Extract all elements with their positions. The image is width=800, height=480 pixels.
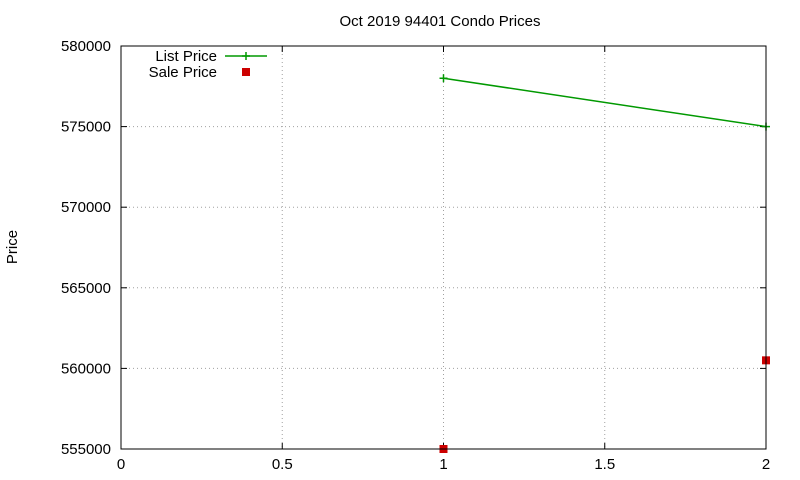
y-tick-label: 570000 [61,199,111,216]
x-tick-label: 1 [439,456,447,473]
legend-swatch-marker [242,52,250,60]
legend-label: List Price [155,48,217,65]
y-tick-label: 580000 [61,38,111,55]
x-tick-label: 2 [762,456,770,473]
x-tick-label: 1.5 [594,456,615,473]
plot-frame [120,45,767,450]
ticks: 555000 560000 565000 570000 575000 580000 0 0.5… [61,38,770,473]
series [439,74,770,453]
chart-title: Oct 2019 94401 Condo Prices [340,13,541,30]
legend-swatch-marker [242,68,250,76]
grid [121,46,766,449]
list-price-point [439,74,448,83]
y-tick-label: 565000 [61,280,111,297]
y-axis-label: Price [4,230,21,264]
list-price-line [443,77,767,128]
x-tick-label: 0 [117,456,125,473]
y-tick-label: 560000 [61,360,111,377]
y-tick-label: 575000 [61,119,111,136]
legend-label: Sale Price [149,64,217,81]
y-tick-label: 555000 [61,441,111,458]
x-tick-label: 0.5 [272,456,293,473]
